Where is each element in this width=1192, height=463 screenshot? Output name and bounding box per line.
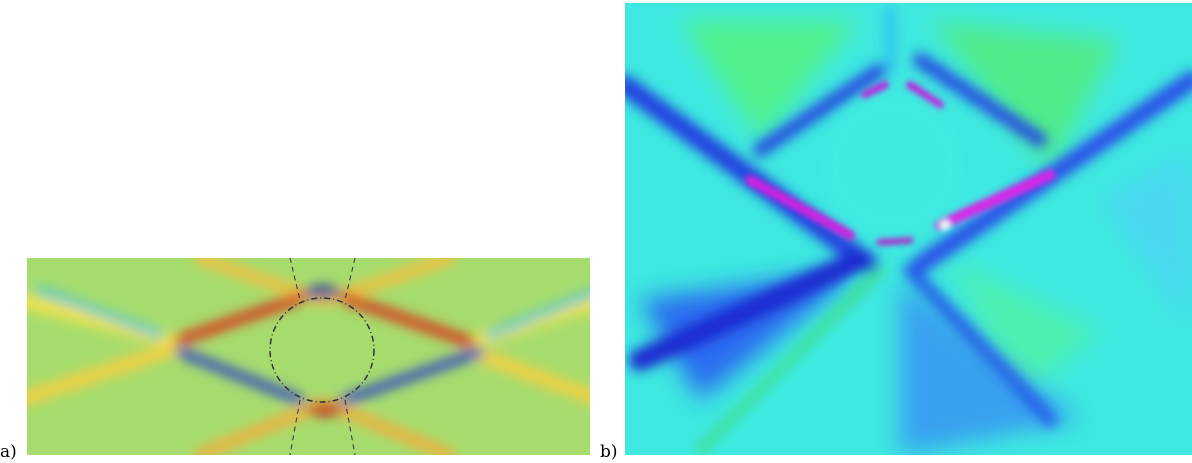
panel-b-image — [625, 3, 1192, 455]
panel-a-image — [27, 258, 590, 455]
panel-label: a) — [0, 442, 17, 462]
panel-label: b) — [600, 442, 618, 462]
